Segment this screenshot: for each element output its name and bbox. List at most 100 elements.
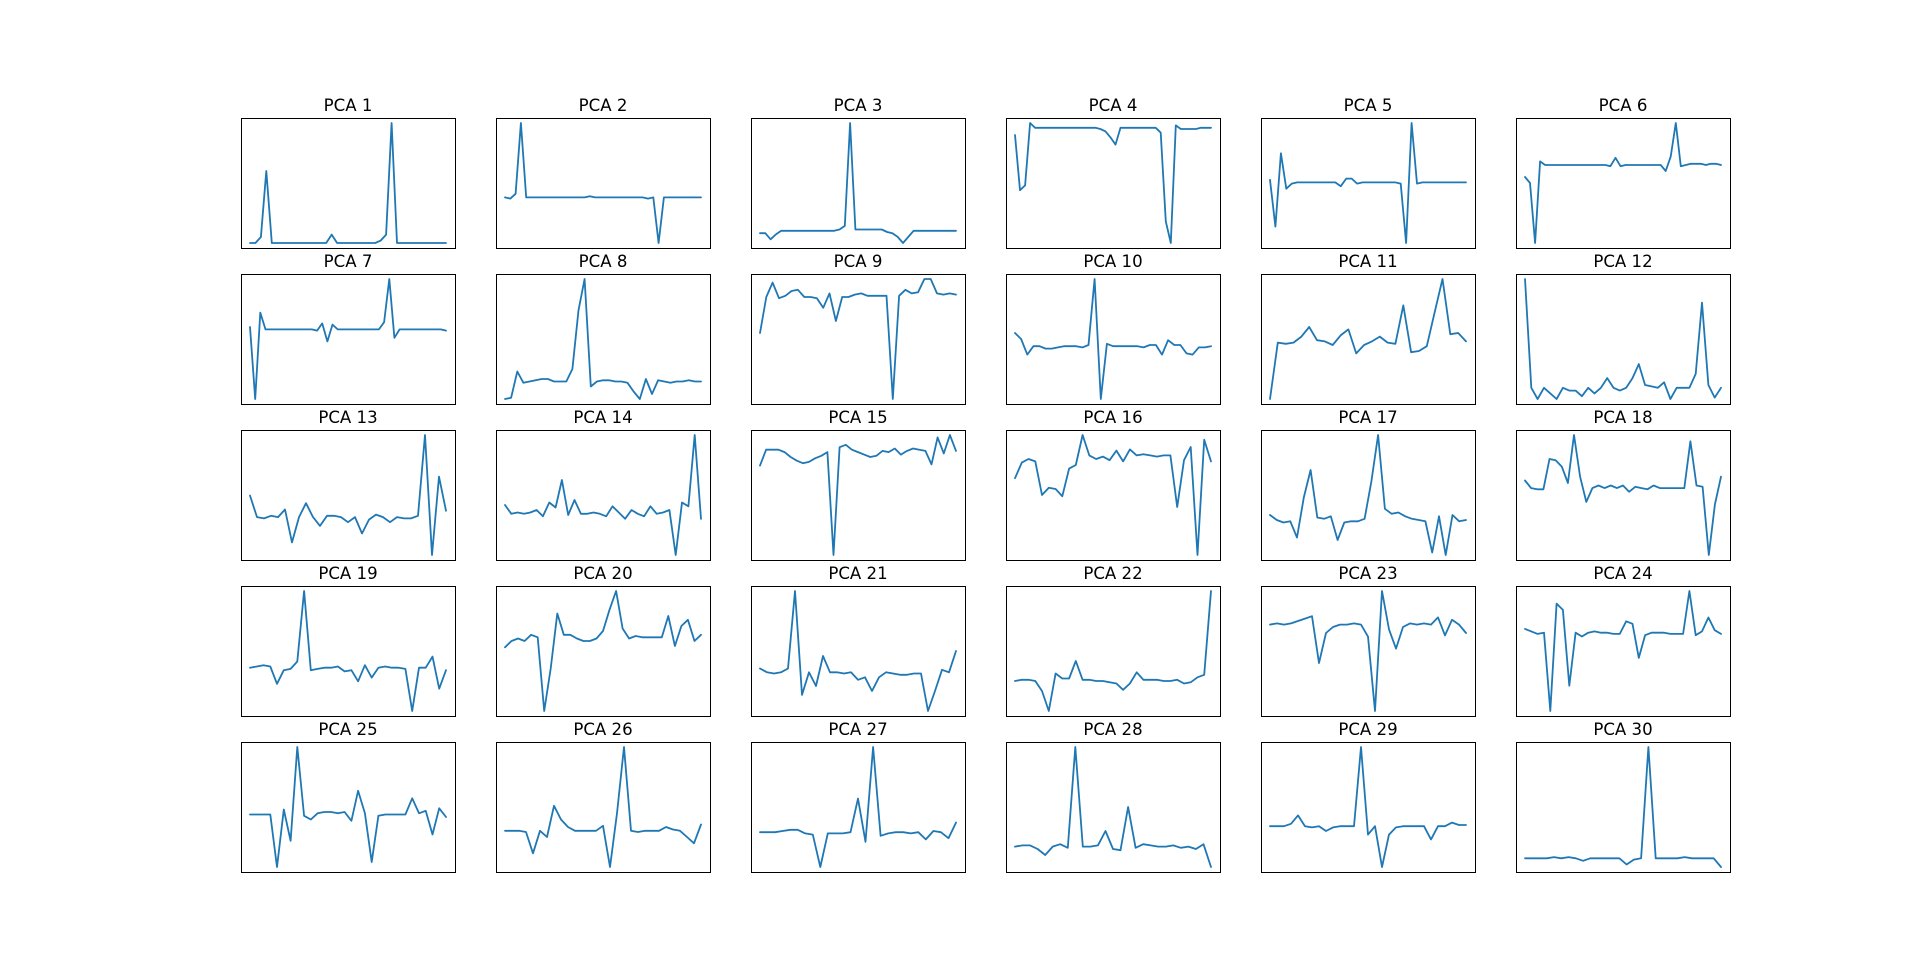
pca-panel-7: PCA 7	[241, 252, 456, 405]
plot-frame	[1006, 274, 1221, 405]
plot-frame	[751, 742, 966, 873]
pca-panel-29: PCA 29	[1261, 720, 1476, 873]
panel-title: PCA 5	[1344, 96, 1393, 115]
pca-panel-20: PCA 20	[496, 564, 711, 717]
panel-title: PCA 23	[1338, 564, 1397, 583]
panel-title: PCA 16	[1083, 408, 1142, 427]
plot-frame	[496, 430, 711, 561]
series-line	[249, 746, 447, 868]
panel-title: PCA 17	[1338, 408, 1397, 427]
panel-title: PCA 21	[828, 564, 887, 583]
panel-title: PCA 2	[579, 96, 628, 115]
pca-panel-5: PCA 5	[1261, 96, 1476, 249]
panel-title: PCA 10	[1083, 252, 1142, 271]
pca-panel-10: PCA 10	[1006, 252, 1221, 405]
plot-frame	[1006, 118, 1221, 249]
plot-frame	[751, 118, 966, 249]
series-line	[504, 122, 702, 244]
pca-panel-16: PCA 16	[1006, 408, 1221, 561]
plot-frame	[1006, 586, 1221, 717]
series-line	[504, 434, 702, 556]
plot-frame	[496, 742, 711, 873]
series-line	[1014, 590, 1212, 712]
plot-frame	[1261, 274, 1476, 405]
series-line	[1269, 746, 1467, 868]
panels-container: PCA 1 PCA 2 PCA 3 PCA 4 PCA 5 PCA 6 PCA 7 PCA 8…	[241, 96, 1731, 873]
series-line	[1269, 122, 1467, 244]
pca-panel-8: PCA 8	[496, 252, 711, 405]
series-line	[759, 122, 957, 244]
series-line	[1014, 278, 1212, 400]
pca-panel-24: PCA 24	[1516, 564, 1731, 717]
series-line	[249, 434, 447, 556]
series-line	[1269, 278, 1467, 400]
panel-title: PCA 13	[318, 408, 377, 427]
panel-title: PCA 7	[324, 252, 373, 271]
panel-title: PCA 8	[579, 252, 628, 271]
panel-title: PCA 3	[834, 96, 883, 115]
series-line	[249, 122, 447, 244]
panel-title: PCA 14	[573, 408, 632, 427]
pca-panel-25: PCA 25	[241, 720, 456, 873]
series-line	[504, 746, 702, 868]
plot-frame	[1261, 742, 1476, 873]
series-line	[1014, 746, 1212, 868]
series-line	[249, 278, 447, 400]
series-line	[1269, 434, 1467, 556]
panel-title: PCA 27	[828, 720, 887, 739]
plot-frame	[751, 586, 966, 717]
panel-title: PCA 19	[318, 564, 377, 583]
series-line	[1524, 122, 1722, 244]
pca-panel-2: PCA 2	[496, 96, 711, 249]
pca-panel-4: PCA 4	[1006, 96, 1221, 249]
pca-panel-27: PCA 27	[751, 720, 966, 873]
pca-panel-19: PCA 19	[241, 564, 456, 717]
pca-panel-22: PCA 22	[1006, 564, 1221, 717]
plot-frame	[1516, 586, 1731, 717]
series-line	[1269, 590, 1467, 712]
pca-panel-3: PCA 3	[751, 96, 966, 249]
series-line	[1014, 434, 1212, 556]
panel-title: PCA 30	[1593, 720, 1652, 739]
panel-title: PCA 9	[834, 252, 883, 271]
plot-frame	[496, 586, 711, 717]
plot-frame	[496, 274, 711, 405]
series-line	[1524, 434, 1722, 556]
panel-title: PCA 6	[1599, 96, 1648, 115]
panel-title: PCA 25	[318, 720, 377, 739]
pca-panel-21: PCA 21	[751, 564, 966, 717]
pca-panel-13: PCA 13	[241, 408, 456, 561]
pca-panel-30: PCA 30	[1516, 720, 1731, 873]
pca-panel-15: PCA 15	[751, 408, 966, 561]
series-line	[759, 434, 957, 556]
panel-title: PCA 15	[828, 408, 887, 427]
plot-frame	[1516, 742, 1731, 873]
plot-frame	[751, 430, 966, 561]
plot-frame	[751, 274, 966, 405]
pca-panel-14: PCA 14	[496, 408, 711, 561]
pca-panel-12: PCA 12	[1516, 252, 1731, 405]
plot-frame	[241, 118, 456, 249]
plot-frame	[1516, 274, 1731, 405]
plot-frame	[241, 274, 456, 405]
plot-frame	[1006, 742, 1221, 873]
series-line	[759, 278, 957, 400]
panel-title: PCA 11	[1338, 252, 1397, 271]
pca-panel-18: PCA 18	[1516, 408, 1731, 561]
series-line	[504, 590, 702, 712]
panel-title: PCA 22	[1083, 564, 1142, 583]
pca-panel-1: PCA 1	[241, 96, 456, 249]
pca-panel-9: PCA 9	[751, 252, 966, 405]
panel-title: PCA 24	[1593, 564, 1652, 583]
pca-panel-11: PCA 11	[1261, 252, 1476, 405]
pca-panel-23: PCA 23	[1261, 564, 1476, 717]
pca-panel-17: PCA 17	[1261, 408, 1476, 561]
pca-panel-28: PCA 28	[1006, 720, 1221, 873]
plot-frame	[1516, 430, 1731, 561]
series-line	[759, 590, 957, 712]
panel-title: PCA 29	[1338, 720, 1397, 739]
panel-title: PCA 12	[1593, 252, 1652, 271]
plot-frame	[1516, 118, 1731, 249]
series-line	[504, 278, 702, 400]
